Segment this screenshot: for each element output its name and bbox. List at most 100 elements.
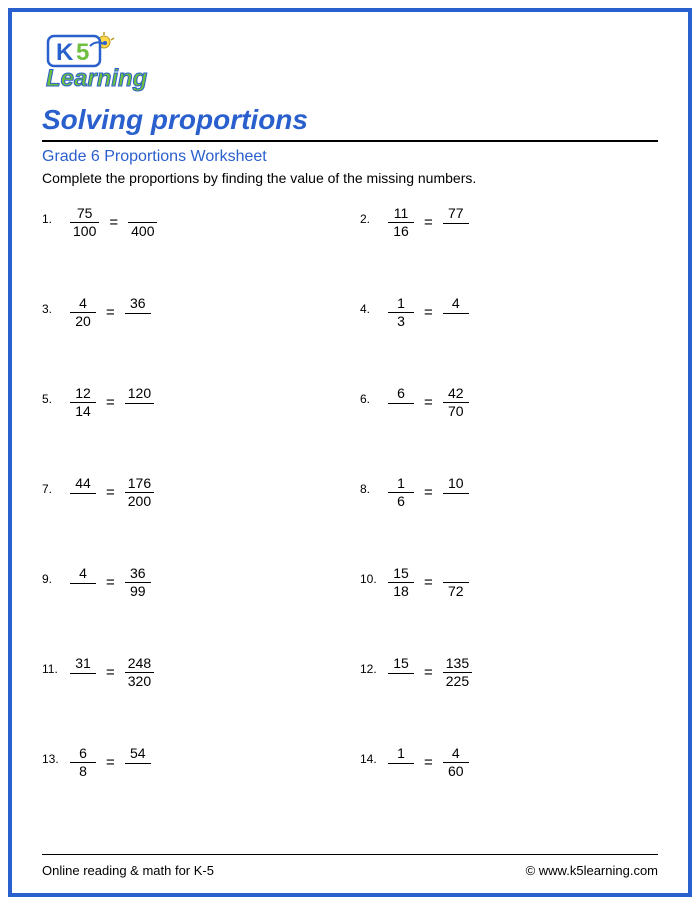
denominator: 225 <box>443 674 472 689</box>
equation: 1214=120 <box>70 386 154 420</box>
problem-number: 3. <box>42 296 70 316</box>
denominator <box>391 405 411 420</box>
equals-sign: = <box>106 484 115 501</box>
fraction: 4270 <box>443 386 469 420</box>
numerator: 6 <box>73 746 93 761</box>
denominator: 8 <box>73 764 93 779</box>
problem-number: 2. <box>360 206 388 226</box>
denominator: 100 <box>70 224 99 239</box>
problem: 4.13=4 <box>360 296 658 386</box>
problem-number: 14. <box>360 746 388 766</box>
numerator: 31 <box>72 656 94 671</box>
denominator: 3 <box>391 314 411 329</box>
fraction: 44 <box>70 476 96 509</box>
fraction: 248320 <box>125 656 154 690</box>
equals-sign: = <box>109 214 118 231</box>
equals-sign: = <box>106 664 115 681</box>
numerator: 15 <box>390 656 412 671</box>
problem: 11.31 = 248320 <box>42 656 340 746</box>
equals-sign: = <box>424 394 433 411</box>
equation: 1=460 <box>388 746 469 780</box>
problem: 14.1=460 <box>360 746 658 836</box>
fraction: 1116 <box>388 206 414 240</box>
numerator: 54 <box>127 746 149 761</box>
fraction-bar <box>125 763 151 764</box>
fraction-bar <box>443 493 469 494</box>
numerator: 1 <box>391 476 411 491</box>
denominator: 70 <box>445 404 467 419</box>
fraction: 460 <box>443 746 469 780</box>
fraction-bar <box>388 673 414 674</box>
equation: 68=54 <box>70 746 151 780</box>
fraction: 77 <box>443 206 469 239</box>
problem: 9.4=3699 <box>42 566 340 656</box>
fraction-bar <box>443 313 469 314</box>
fraction-bar <box>388 763 414 764</box>
denominator <box>73 675 93 690</box>
problem: 7.44=176200 <box>42 476 340 566</box>
denominator: 16 <box>390 224 412 239</box>
equals-sign: = <box>424 754 433 771</box>
numerator: 6 <box>391 386 411 401</box>
fraction: 36 <box>125 296 151 329</box>
numerator: 4 <box>446 296 466 311</box>
numerator: 120 <box>125 386 154 401</box>
equals-sign: = <box>106 304 115 321</box>
numerator: 12 <box>72 386 94 401</box>
fraction: 400 <box>128 206 157 239</box>
numerator: 15 <box>390 566 412 581</box>
denominator: 60 <box>445 764 467 779</box>
fraction: 4 <box>443 296 469 329</box>
problem-number: 11. <box>42 656 70 676</box>
problem-number: 4. <box>360 296 388 316</box>
numerator <box>446 566 466 581</box>
fraction-bar <box>70 583 96 584</box>
fraction-bar <box>70 673 96 674</box>
equals-sign: = <box>424 664 433 681</box>
denominator <box>446 495 466 510</box>
worksheet-title: Solving proportions <box>42 104 658 142</box>
fraction: 13 <box>388 296 414 330</box>
problem-number: 8. <box>360 476 388 496</box>
equation: 13=4 <box>388 296 469 330</box>
fraction-bar <box>125 313 151 314</box>
fraction-bar <box>443 223 469 224</box>
numerator: 1 <box>391 296 411 311</box>
problem: 1.75100=400 <box>42 206 340 296</box>
problem: 10.1518=72 <box>360 566 658 656</box>
equals-sign: = <box>424 304 433 321</box>
denominator <box>128 315 148 330</box>
problem-number: 1. <box>42 206 70 226</box>
svg-text:Learning: Learning <box>46 65 148 92</box>
numerator: 10 <box>445 476 467 491</box>
denominator <box>391 675 411 690</box>
fraction: 54 <box>125 746 151 779</box>
problem-number: 12. <box>360 656 388 676</box>
problem-number: 6. <box>360 386 388 406</box>
fraction: 10 <box>443 476 469 509</box>
numerator: 4 <box>73 296 93 311</box>
problem: 13.68=54 <box>42 746 340 836</box>
k5-learning-logo: K 5 Learning <box>42 32 658 92</box>
numerator: 176 <box>125 476 154 491</box>
problem-number: 5. <box>42 386 70 406</box>
fraction: 16 <box>388 476 414 510</box>
fraction-bar <box>125 403 154 404</box>
fraction-bar <box>70 493 96 494</box>
denominator <box>128 765 148 780</box>
denominator <box>73 585 93 600</box>
problem-number: 13. <box>42 746 70 766</box>
numerator: 36 <box>127 566 149 581</box>
numerator: 4 <box>446 746 466 761</box>
equation: 1518=72 <box>388 566 469 600</box>
denominator: 99 <box>127 584 149 599</box>
equation: 420=36 <box>70 296 151 330</box>
problems-grid: 1.75100=4002.1116=773.420=364.13=45.1214… <box>42 206 658 854</box>
numerator <box>133 206 153 221</box>
fraction: 31 <box>70 656 96 689</box>
problem: 5.1214=120 <box>42 386 340 476</box>
fraction: 72 <box>443 566 469 599</box>
worksheet-page: K 5 Learning Solving proportions Grade 6… <box>8 8 692 897</box>
equation: 4=3699 <box>70 566 151 600</box>
numerator: 44 <box>72 476 94 491</box>
